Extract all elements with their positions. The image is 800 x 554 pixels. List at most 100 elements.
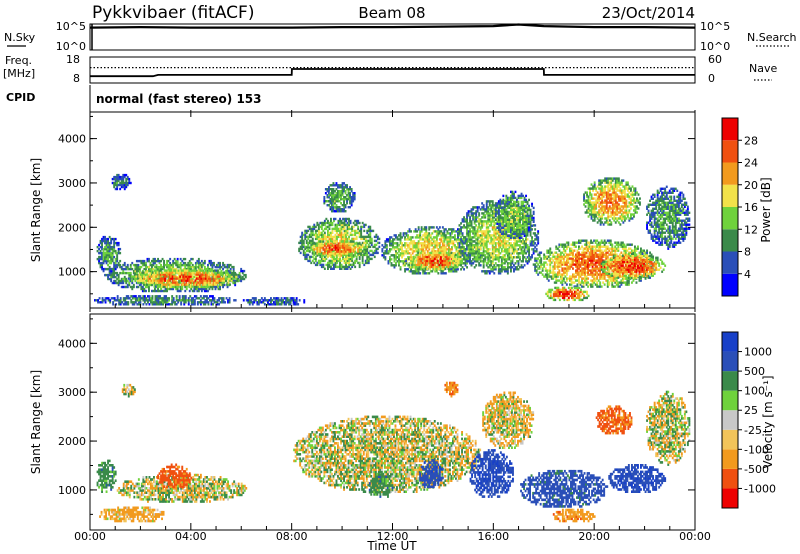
power-cell bbox=[437, 230, 440, 233]
power-cell bbox=[170, 265, 173, 269]
power-cell bbox=[133, 273, 136, 276]
power-cell bbox=[393, 242, 396, 245]
power-cell bbox=[332, 210, 335, 213]
power-cell bbox=[146, 273, 148, 276]
power-cell bbox=[399, 268, 402, 271]
power-cell bbox=[493, 238, 496, 241]
power-cell bbox=[173, 275, 176, 278]
power-cell bbox=[191, 285, 194, 288]
power-cell bbox=[192, 283, 195, 286]
power-cell bbox=[223, 283, 226, 287]
power-cell bbox=[152, 261, 155, 265]
power-cell bbox=[131, 287, 134, 291]
power-cell bbox=[119, 251, 122, 255]
power-cell bbox=[467, 258, 470, 261]
power-cell bbox=[411, 263, 414, 267]
power-cell bbox=[346, 259, 349, 263]
power-cell bbox=[389, 240, 391, 243]
power-cell bbox=[467, 238, 470, 241]
power-cell bbox=[107, 239, 110, 243]
power-cell bbox=[119, 259, 122, 263]
power-cell bbox=[490, 206, 493, 209]
power-cell bbox=[164, 283, 167, 286]
power-cell bbox=[126, 175, 129, 179]
power-cell bbox=[159, 281, 162, 284]
power-cell bbox=[437, 268, 440, 271]
power-cell bbox=[506, 200, 509, 203]
power-cell bbox=[330, 235, 332, 239]
power-cell bbox=[215, 279, 218, 282]
power-cell bbox=[472, 262, 475, 265]
power-cell bbox=[158, 281, 161, 284]
power-cell bbox=[537, 230, 540, 233]
power-cell bbox=[155, 285, 157, 288]
power-cell bbox=[428, 226, 431, 229]
power-cell bbox=[110, 279, 113, 283]
power-cell bbox=[487, 228, 490, 231]
power-cell bbox=[184, 257, 187, 261]
power-cell bbox=[166, 289, 169, 293]
power-cell bbox=[417, 226, 420, 229]
power-cell bbox=[129, 275, 132, 279]
power-cell bbox=[429, 263, 432, 267]
power-cell bbox=[445, 259, 448, 263]
power-cell bbox=[168, 279, 171, 282]
power-cell bbox=[144, 281, 147, 284]
power-cell bbox=[348, 227, 351, 231]
power-cell bbox=[234, 299, 237, 302]
power-cell bbox=[506, 270, 509, 273]
power-cell bbox=[110, 251, 113, 255]
power-cell bbox=[331, 208, 333, 211]
power-cell bbox=[366, 235, 369, 239]
power-cell bbox=[473, 212, 476, 215]
power-cell bbox=[332, 202, 335, 205]
power-cell bbox=[461, 238, 464, 241]
power-cell bbox=[491, 250, 494, 253]
power-cell bbox=[531, 236, 534, 239]
power-cell bbox=[472, 208, 475, 211]
power-cell bbox=[442, 267, 445, 270]
power-cell bbox=[189, 285, 192, 288]
power-cell bbox=[111, 249, 114, 253]
power-cell bbox=[122, 299, 125, 302]
power-cell bbox=[429, 259, 432, 263]
power-cell bbox=[343, 223, 346, 227]
power-cell bbox=[352, 198, 355, 201]
power-cell bbox=[213, 299, 216, 302]
power-cell bbox=[121, 301, 124, 304]
power-cell bbox=[101, 301, 104, 304]
power-cell bbox=[194, 263, 197, 267]
power-cell bbox=[506, 264, 509, 267]
power-cell bbox=[472, 250, 475, 253]
power-cell bbox=[516, 230, 518, 233]
power-cell bbox=[343, 239, 346, 243]
power-cell bbox=[476, 206, 479, 209]
power-cell bbox=[120, 175, 123, 179]
power-cell bbox=[426, 263, 429, 267]
power-cell bbox=[466, 240, 469, 243]
power-cell bbox=[173, 257, 176, 261]
power-cell bbox=[405, 250, 408, 253]
power-cell bbox=[431, 250, 434, 253]
power-cell bbox=[455, 253, 457, 257]
power-cell bbox=[174, 283, 177, 286]
power-cell bbox=[114, 261, 117, 265]
power-cell bbox=[110, 275, 113, 279]
power-cell bbox=[455, 240, 458, 243]
power-cell bbox=[113, 281, 116, 285]
power-cell bbox=[171, 275, 174, 278]
power-cell bbox=[451, 240, 453, 243]
power-cell bbox=[150, 299, 152, 302]
power-cell bbox=[389, 248, 391, 251]
power-cell bbox=[488, 220, 491, 223]
power-cell bbox=[200, 275, 203, 278]
power-cell bbox=[497, 266, 500, 269]
power-cell bbox=[514, 256, 517, 259]
power-cell bbox=[519, 256, 521, 259]
power-cell bbox=[99, 249, 102, 253]
power-cell bbox=[491, 238, 494, 241]
power-cell bbox=[214, 273, 217, 277]
power-cell bbox=[463, 252, 466, 255]
power-cell bbox=[119, 299, 122, 302]
power-cell bbox=[194, 269, 197, 272]
